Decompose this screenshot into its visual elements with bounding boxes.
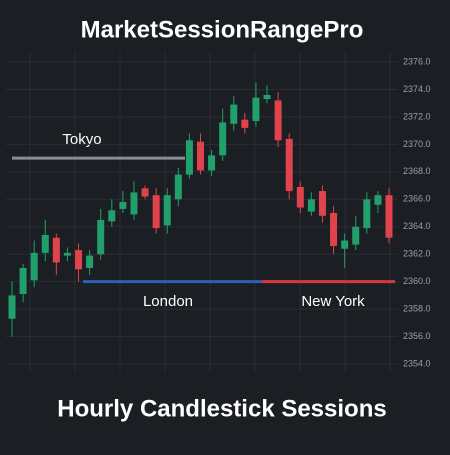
y-tick-label: 2372.0 [403,111,431,121]
candle-body [330,213,338,246]
candle-body [19,267,27,295]
candle-body [174,174,182,200]
candle-body [219,122,227,156]
candle-body [41,234,49,253]
candle-body [8,295,16,319]
y-tick-label: 2364.0 [403,221,431,231]
candle-body [352,226,360,245]
candle-body [241,119,249,128]
candle-body [108,210,116,222]
candle-body [363,199,371,229]
session-label: London [143,293,193,310]
candle-body [252,97,260,122]
y-tick-label: 2376.0 [403,56,431,66]
y-tick-label: 2356.0 [403,331,431,341]
candle-body [119,202,127,209]
candle-body [30,252,38,281]
candle-body [141,188,149,197]
candle-body [152,195,160,229]
y-tick-label: 2358.0 [403,304,431,314]
chart-subtitle: Hourly Candlestick Sessions [57,395,386,422]
y-tick-label: 2370.0 [403,139,431,149]
candle-body [285,138,293,192]
session-label: New York [301,293,365,310]
candle-body [274,100,282,141]
candle-body [197,141,204,171]
candle-body [97,219,105,255]
candle-body [374,195,382,205]
candle-body [341,240,349,249]
session-label: Tokyo [62,131,101,148]
candle-body [307,199,315,212]
candle-body [385,195,393,238]
candle-body [296,186,304,208]
candle-body [163,195,171,226]
y-tick-label: 2362.0 [403,249,431,259]
y-tick-label: 2354.0 [403,358,431,368]
candle-body [63,252,71,256]
chart-title: MarketSessionRangePro [81,16,364,43]
candle-body [52,237,60,263]
candle-body [318,191,326,216]
y-tick-label: 2360.0 [403,276,431,286]
candle-body [230,104,238,124]
candle-body [208,155,216,171]
y-tick-label: 2366.0 [403,194,431,204]
candle-body [75,250,83,270]
y-tick-label: 2368.0 [403,166,431,176]
candle-body [86,255,94,268]
candle-body [185,140,193,175]
candle-body [263,94,271,100]
y-tick-label: 2374.0 [403,84,431,94]
candle-body [130,192,138,215]
